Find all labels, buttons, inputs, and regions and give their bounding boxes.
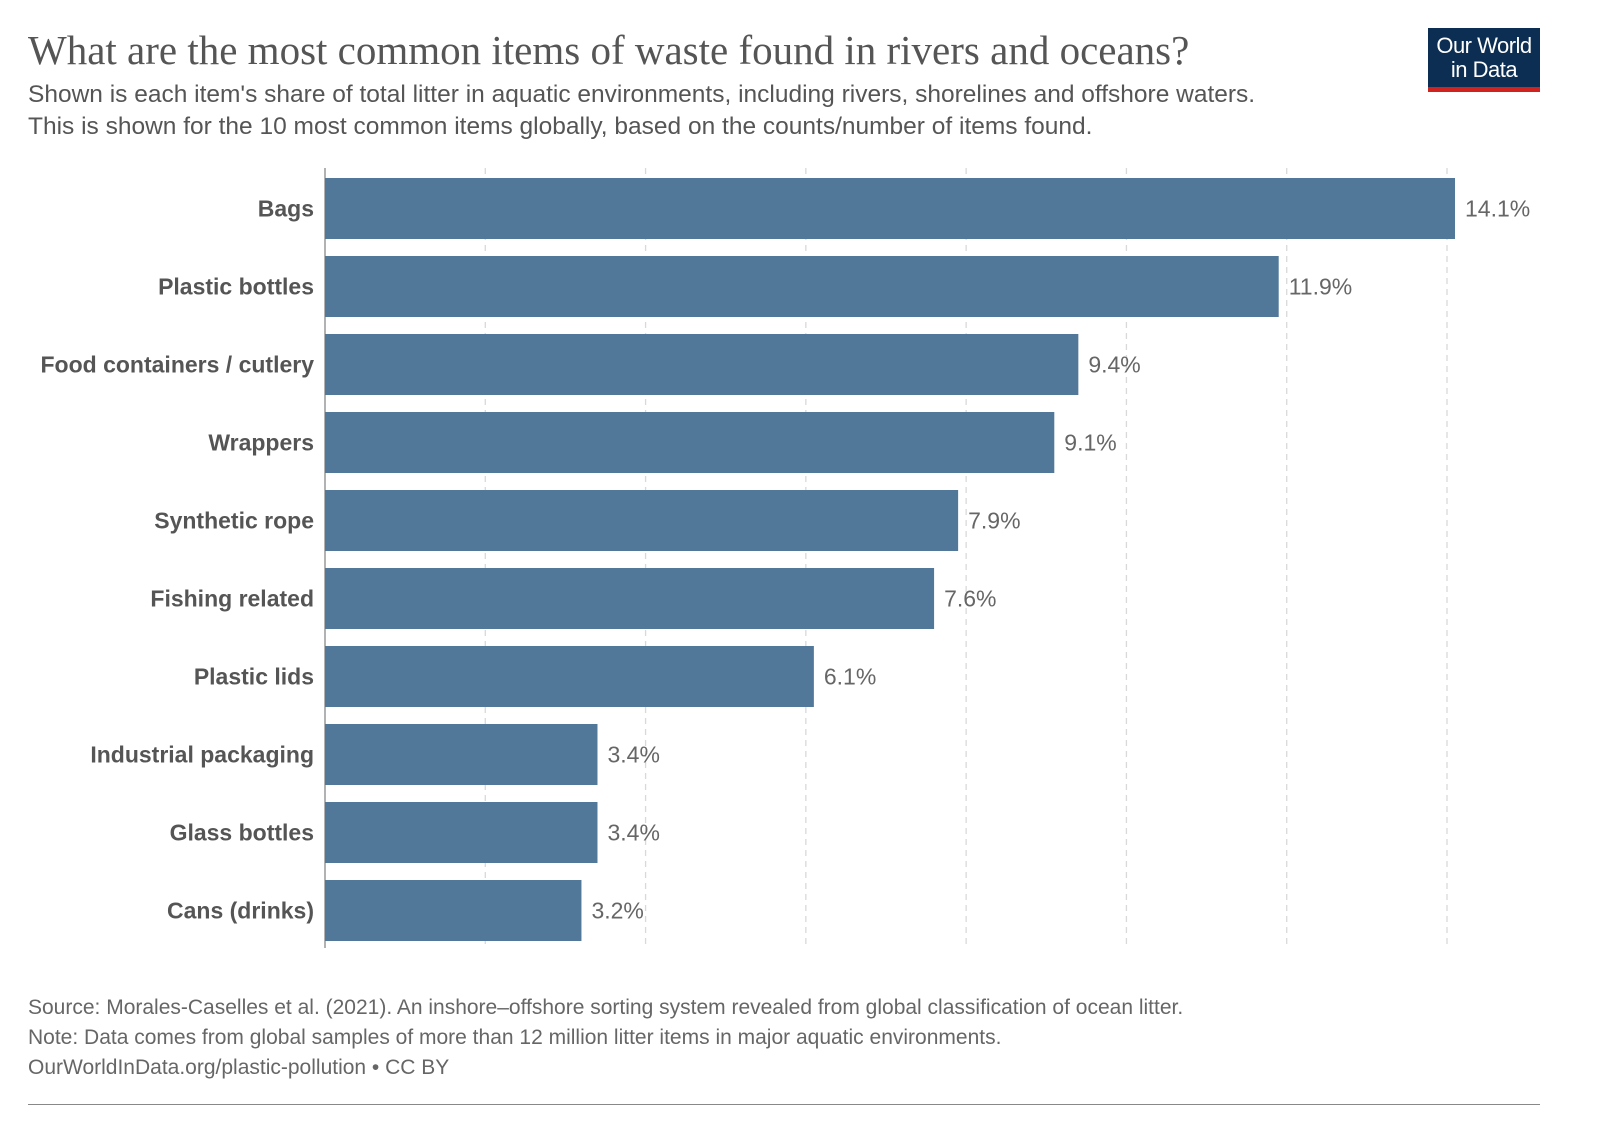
category-label: Bags — [258, 196, 314, 222]
bar[interactable] — [325, 880, 582, 941]
bar[interactable] — [325, 256, 1279, 317]
value-label: 9.4% — [1088, 352, 1140, 378]
value-label: 7.9% — [968, 508, 1020, 534]
bar[interactable] — [325, 568, 935, 629]
value-label: 9.1% — [1064, 430, 1116, 456]
bar[interactable] — [325, 802, 598, 863]
bar[interactable] — [325, 334, 1079, 395]
bar[interactable] — [325, 724, 598, 785]
note-text: Note: Data comes from global samples of … — [28, 1026, 1002, 1049]
logo-line-1: Our World — [1436, 32, 1532, 58]
chart-title: What are the most common items of waste … — [28, 27, 1190, 73]
chart-footer: Source: Morales-Caselles et al. (2021). … — [28, 993, 1183, 1083]
category-label: Industrial packaging — [90, 742, 314, 768]
bar[interactable] — [325, 646, 814, 707]
source-text: Source: Morales-Caselles et al. (2021). … — [28, 996, 1184, 1019]
value-label: 3.4% — [607, 742, 659, 768]
bar[interactable] — [325, 412, 1055, 473]
value-label: 14.1% — [1465, 196, 1530, 222]
value-label: 6.1% — [824, 664, 876, 690]
url-text[interactable]: OurWorldInData.org/plastic-pollution • C… — [28, 1056, 450, 1079]
logo-line-2: in Data — [1450, 56, 1518, 82]
value-label: 3.2% — [591, 898, 643, 924]
bar[interactable] — [325, 490, 959, 551]
value-label: 3.4% — [607, 820, 659, 846]
chart-subtitle: Shown is each item's share of total litt… — [28, 79, 1255, 143]
value-label: 11.9% — [1289, 274, 1353, 300]
value-label: 7.6% — [944, 586, 996, 612]
category-label: Food containers / cutlery — [41, 352, 315, 378]
bar-chart: Bags 14.1% Plastic bottles 11.9% Food contai… — [41, 168, 1530, 948]
category-label: Synthetic rope — [154, 508, 314, 534]
category-label: Glass bottles — [170, 820, 314, 846]
category-label: Plastic lids — [194, 664, 314, 690]
bottom-divider — [28, 1104, 1540, 1105]
category-label: Fishing related — [150, 586, 314, 612]
subtitle-line-1: Shown is each item's share of total litt… — [28, 81, 1256, 108]
category-label: Cans (drinks) — [167, 898, 314, 924]
subtitle-line-2: This is shown for the 10 most common ite… — [28, 113, 1093, 140]
category-label: Plastic bottles — [158, 274, 314, 300]
category-label: Wrappers — [208, 430, 314, 456]
owid-logo[interactable]: Our World in Data — [1428, 28, 1540, 92]
bar[interactable] — [325, 178, 1456, 239]
